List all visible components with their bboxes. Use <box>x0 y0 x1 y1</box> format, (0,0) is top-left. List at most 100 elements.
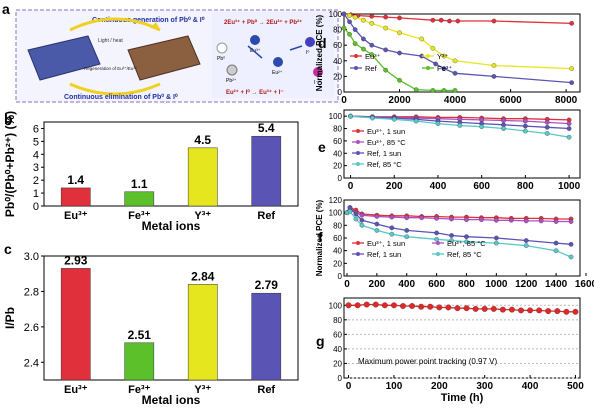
x-tick-label: 2000 <box>388 95 411 106</box>
y-tick-label: 0 <box>338 374 343 383</box>
data-point <box>544 120 550 125</box>
y-tick-label: 100 <box>329 301 343 310</box>
x-tick-label: 600 <box>473 181 490 192</box>
data-point <box>341 25 347 31</box>
data-point <box>372 301 379 308</box>
data-point <box>454 305 461 312</box>
data-point <box>479 124 485 130</box>
y-tick-label: 120 <box>329 196 343 205</box>
data-point <box>553 219 559 224</box>
bar-value-label: 2.93 <box>64 253 88 267</box>
y-tick-label: 60 <box>333 41 342 50</box>
legend-marker <box>356 241 360 245</box>
y-tick-label: 2.6 <box>24 322 39 334</box>
series-line <box>343 13 572 84</box>
legend-label: Ref, 1 sun <box>367 149 401 158</box>
legend-label: Y³⁺ <box>437 52 449 61</box>
y-tick-label: 0 <box>338 88 343 97</box>
x-category-label: Ref <box>257 384 275 396</box>
x-axis-title: Time (h) <box>441 392 484 404</box>
bar <box>60 268 91 381</box>
data-point <box>563 308 570 315</box>
data-point <box>404 215 410 221</box>
panel-label-c: c <box>4 241 12 257</box>
plot-frame <box>343 13 581 93</box>
x-tick-label: 400 <box>398 279 415 290</box>
data-point <box>523 218 529 224</box>
data-point <box>501 118 506 123</box>
x-tick-label: 100 <box>386 381 403 392</box>
pb0-atom-icon <box>216 42 228 54</box>
data-point <box>449 238 454 243</box>
data-point <box>413 118 419 124</box>
data-point <box>347 19 352 25</box>
x-tick-label: 4000 <box>444 95 467 106</box>
data-point <box>404 228 410 233</box>
i-minus-atom-icon <box>313 67 323 77</box>
panel-label-e: e <box>318 139 326 155</box>
legend-marker <box>426 54 430 58</box>
data-point <box>441 66 447 71</box>
data-point <box>544 131 550 136</box>
schematic-bottom-caption: Continuous elimination of Pb⁰ & I⁰ <box>64 93 178 101</box>
legend-marker <box>436 241 440 245</box>
data-point <box>397 15 402 21</box>
data-point <box>354 302 361 309</box>
panel-a: a Continuous generation of Pb⁰ & I⁰ Ligh… <box>2 1 339 103</box>
legend-label: Ref, 85 °C <box>447 250 482 259</box>
data-point <box>490 305 497 312</box>
bar-value-label: 2.79 <box>255 278 279 292</box>
data-point <box>359 222 365 228</box>
data-point <box>430 88 436 93</box>
y-tick-label: 20 <box>333 72 342 81</box>
data-point <box>374 228 380 233</box>
x-category-label: Eu³⁺ <box>64 210 88 222</box>
data-point <box>413 87 419 93</box>
data-point <box>523 128 528 134</box>
bar <box>251 135 282 207</box>
light-heat-label: Light / heat <box>98 38 123 44</box>
x-tick-label: 600 <box>428 279 445 290</box>
data-point <box>430 17 436 23</box>
panel-label-f: f <box>318 229 323 245</box>
reaction-box <box>212 12 334 98</box>
data-point <box>383 14 388 20</box>
data-point <box>363 301 370 308</box>
line-chart-g: 0 20 40 60 80 100 0 100 200 300 400 500 Time (h) Maxi… <box>329 297 584 404</box>
x-tick-label: 300 <box>476 381 493 392</box>
data-point <box>523 238 529 243</box>
data-point <box>397 30 402 36</box>
data-point <box>508 306 515 313</box>
bar-value-label: 5.4 <box>258 121 275 135</box>
arrow-top-icon <box>69 17 161 32</box>
data-point <box>359 217 365 223</box>
data-point <box>347 209 353 214</box>
y-tick-label: 0 <box>338 272 343 281</box>
panel-label-b: b <box>4 111 13 127</box>
data-point <box>455 18 461 24</box>
legend-marker <box>356 151 360 155</box>
legend-marker <box>354 66 358 70</box>
data-point <box>501 126 506 131</box>
data-point <box>491 18 497 24</box>
legend-label: Eu³⁺, 1 sun <box>367 127 405 136</box>
regen-label: Regeneration of Eu³⁺/Eu²⁺ <box>84 66 138 71</box>
bar <box>187 147 218 207</box>
bar <box>187 284 218 381</box>
data-point <box>447 18 452 24</box>
plot-frame <box>43 121 299 207</box>
legend-label: Ref, 1 sun <box>367 250 401 259</box>
data-point <box>553 240 559 246</box>
data-point <box>389 214 395 220</box>
data-point <box>369 52 375 57</box>
data-point <box>527 307 534 314</box>
data-point <box>568 241 574 247</box>
data-point <box>569 66 575 71</box>
bar <box>60 187 91 207</box>
data-point <box>352 41 358 46</box>
data-point <box>359 212 365 218</box>
y-tick-label: 60 <box>333 137 342 146</box>
data-point <box>481 305 488 312</box>
y-tick-label: 80 <box>333 221 342 230</box>
x-tick-label: 200 <box>369 279 386 290</box>
